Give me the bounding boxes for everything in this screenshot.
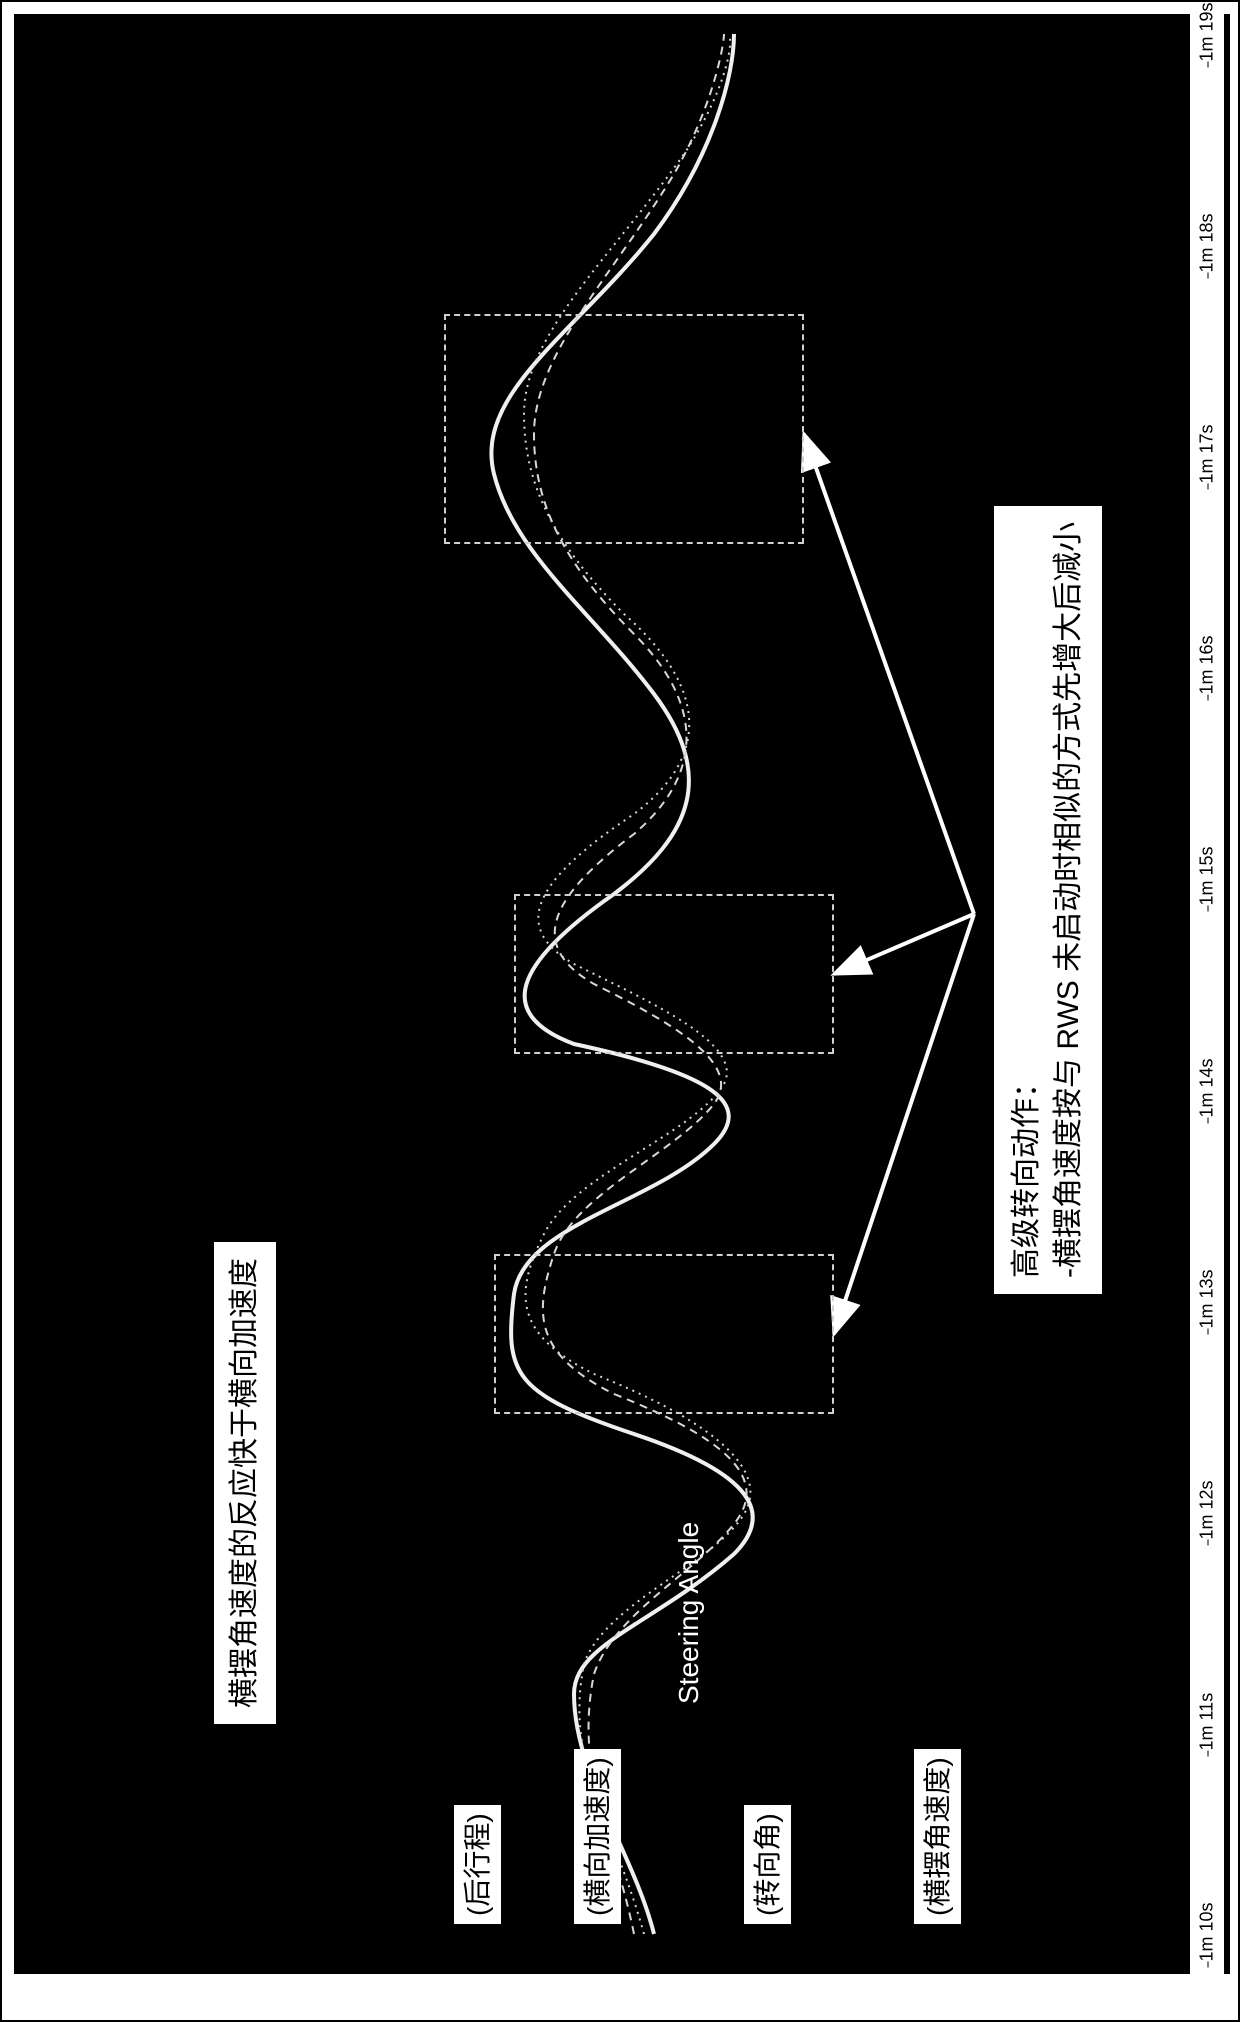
label-steering-angle: (转向角) [744, 1805, 791, 1924]
annotation-top: 横摆角速度的反应快于横向加速度 [214, 1242, 276, 1724]
time-tick: 1m 14s [1197, 1083, 1218, 1117]
time-tick: 1m 12s [1197, 1505, 1218, 1539]
label-lateral-accel: (横向加速度) [574, 1749, 621, 1924]
time-tick: 1m 18s [1197, 239, 1218, 273]
time-tick: 1m 11s [1197, 1716, 1218, 1750]
time-tick: 1m 13s [1197, 1294, 1218, 1328]
chart-panel: (后行程) (横向加速度) (转向角) (横摆角速度) Steering Ang… [14, 14, 1230, 1974]
label-rear-travel: (后行程) [454, 1805, 501, 1924]
time-tick: 1m 17s [1197, 450, 1218, 484]
highlight-rect-1 [494, 1254, 834, 1414]
time-tick: 1m 16s [1197, 661, 1218, 695]
label-yaw-rate: (横摆角速度) [914, 1749, 961, 1924]
time-tick: 1m 10s [1197, 1928, 1218, 1962]
arrow-3 [804, 434, 974, 914]
annotation-bottom: 高级转向动作： -横摆角速度按与 RWS 未启动时相似的方式先增大后减小 [994, 506, 1102, 1294]
chart-frame: (后行程) (横向加速度) (转向角) (横摆角速度) Steering Ang… [0, 0, 1240, 2022]
steering-angle-en: Steering Angle [674, 1522, 705, 1704]
arrow-1 [834, 914, 974, 1334]
highlight-rect-2 [514, 894, 834, 1054]
highlight-rect-3 [444, 314, 804, 544]
time-tick: 1m 19s [1197, 28, 1218, 62]
arrow-2 [834, 914, 974, 974]
steering-angle-en-text: Steering Angle [674, 1522, 705, 1704]
annotation-bottom-line2: -横摆角速度按与 RWS 未启动时相似的方式先增大后减小 [1048, 522, 1090, 1278]
rotated-scene: (后行程) (横向加速度) (转向角) (横摆角速度) Steering Ang… [14, 14, 1230, 1974]
time-axis: 1m 10s 1m 11s 1m 12s 1m 13s 1m 14s 1m 15s 1m 1… [1190, 14, 1224, 1974]
annotation-bottom-line1: 高级转向动作： [1006, 522, 1048, 1278]
time-tick: 1m 15s [1197, 872, 1218, 906]
